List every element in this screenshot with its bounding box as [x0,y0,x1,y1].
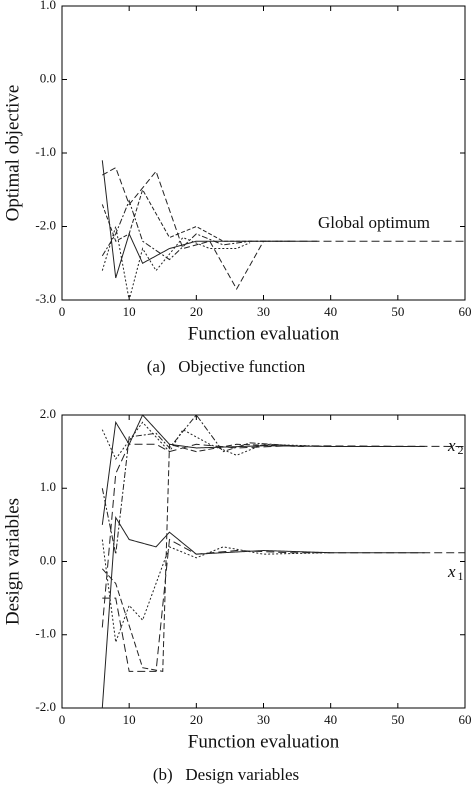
y-tick-label: 1.0 [40,479,56,494]
x-tick-label: 10 [123,712,136,727]
caption: (b) Design variables [153,765,299,784]
x-axis-title: Function evaluation [188,323,340,344]
annotation: Global optimum [318,213,430,232]
x-tick-label: 30 [257,304,270,319]
run-line [102,538,465,672]
caption: (a) Objective function [147,357,306,376]
x-tick-label: 50 [391,304,404,319]
run-line [102,166,264,290]
x-tick-label: 40 [324,712,337,727]
annotation-subscript: 2 [458,443,464,457]
x-tick-label: 10 [123,304,136,319]
x-tick-label: 60 [459,712,472,727]
x-tick-label: 0 [59,304,66,319]
y-tick-label: 0.0 [40,552,56,567]
x-tick-label: 0 [59,712,66,727]
y-tick-label: 1.0 [40,0,56,12]
y-tick-label: -2.0 [35,699,56,714]
x-tick-label: 60 [459,304,472,319]
annotation-subscript: 1 [458,569,464,583]
x-tick-label: 20 [190,712,203,727]
run-line [101,188,264,242]
annotation-text: x [447,562,456,581]
y-tick-label: -3.0 [35,291,56,306]
run-line [101,160,318,279]
run-line [101,539,331,643]
run-line [101,515,425,709]
y-tick-label: -2.0 [35,217,56,232]
y-tick-label: -1.0 [35,144,56,159]
annotation-text: Global optimum [318,213,430,232]
y-tick-label: -1.0 [35,626,56,641]
y-axis-title: Optimal objective [2,85,23,222]
x-tick-label: 40 [324,304,337,319]
x-tick-label: 20 [190,304,203,319]
y-tick-label: 0.0 [40,70,56,85]
x-tick-label: 30 [257,712,270,727]
run-line [101,226,251,301]
run-line [101,443,304,672]
y-axis-title: Design variables [2,498,23,625]
y-tick-label: 2.0 [40,406,56,421]
annotation-text: x [447,436,456,455]
x-tick-label: 50 [391,712,404,727]
run-line [101,199,291,261]
run-line [101,443,466,628]
x-axis-title: Function evaluation [188,731,340,752]
